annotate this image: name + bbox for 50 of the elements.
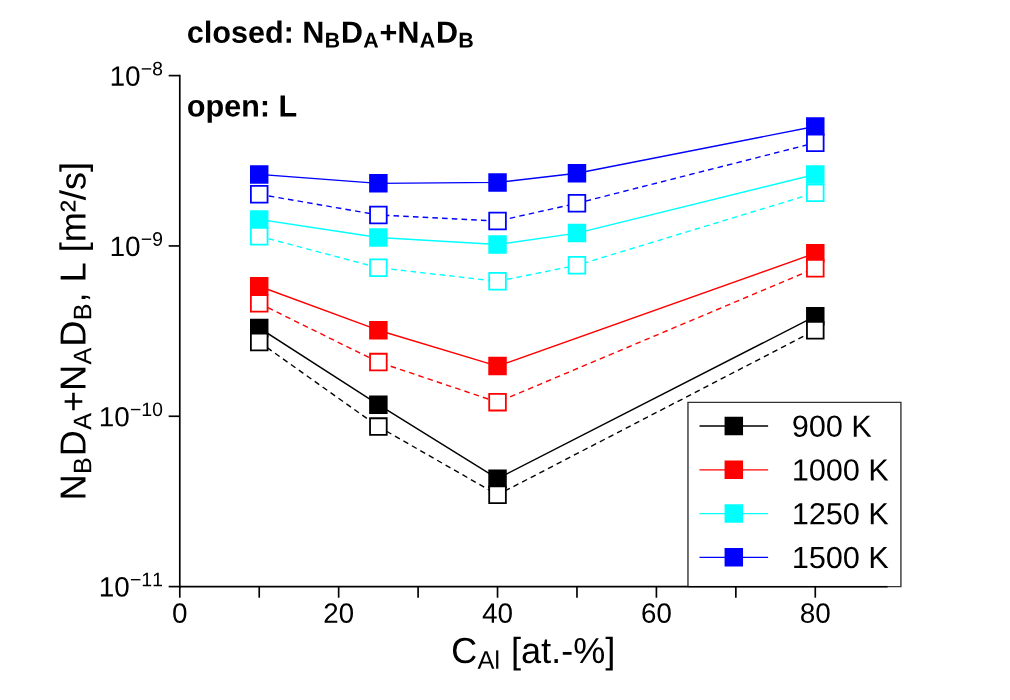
point [806,133,825,153]
point [488,356,507,376]
legend-label: 1000 K [794,459,889,481]
y-tick-label: 10$^{−11}$ [100,572,162,597]
point [488,392,507,412]
point [249,227,269,246]
text: N$_{B}$D$_{A}$+N$_{A}$D$_{B}$, L [m²/s] [59,164,93,498]
point [567,164,587,183]
point [249,276,269,296]
point [369,205,388,225]
x-axis-title: C$_{Al}$ [at.-%] [452,636,613,671]
point [567,256,587,275]
y-tick-label: 10$^{−10}$ [100,402,163,427]
legend-label: 1500 K [794,546,889,569]
point [567,194,587,213]
y-tick-label: 10$^{−8}$ [111,61,163,86]
point [249,165,269,184]
x-tick-label: 20 [324,603,354,623]
point [249,210,269,229]
x-tick-label: 0 [173,603,187,623]
point [806,117,825,136]
x-tick-label: 80 [801,603,830,623]
point [369,395,388,414]
point [369,258,388,277]
point [567,223,587,243]
point [249,294,269,313]
point [249,185,269,204]
point [369,320,388,340]
point [806,165,825,184]
point [488,235,507,254]
y-tick-label: 10$^{−9}$ [111,232,163,257]
point [369,174,388,193]
point [806,258,825,278]
point [806,320,825,340]
annotation: open: L [188,95,297,123]
point [488,485,507,505]
legend-label: 900 K [793,415,872,438]
point [249,332,269,352]
x-tick-label: 60 [642,603,671,623]
point [369,352,388,372]
point [488,272,507,291]
point [806,183,825,203]
x-tick-label: 40 [482,603,512,623]
point [369,228,388,247]
point [369,417,388,436]
point [488,469,507,488]
point [488,173,507,192]
text: closed: N$_{B}$D$_{A}$+N$_{A}$D$_{B}$ [188,20,473,48]
legend-label: 1250 K [794,502,889,525]
point [488,211,507,231]
